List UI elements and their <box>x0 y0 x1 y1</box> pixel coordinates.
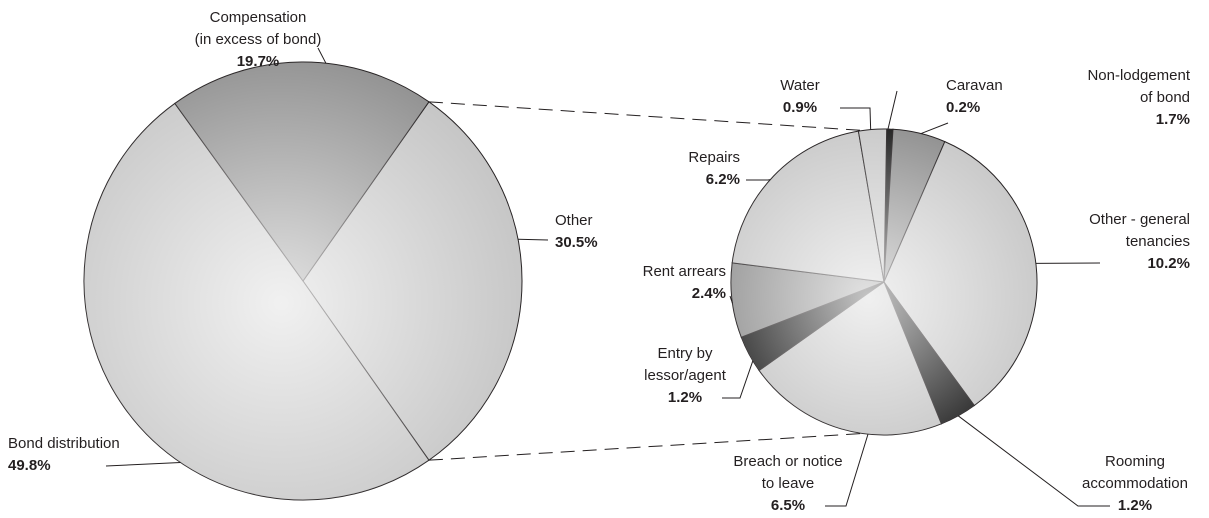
slice-label: Caravan <box>946 77 1003 94</box>
pie-slice <box>731 130 885 283</box>
slice-value: 1.2% <box>668 389 702 406</box>
leader-line <box>517 238 549 241</box>
leader-line <box>920 122 949 135</box>
label-line: (in excess of bond) <box>195 31 322 48</box>
label-line: of bond <box>1140 89 1190 106</box>
connector-line <box>428 101 863 131</box>
leader-line <box>887 90 898 130</box>
slice-value: 1.2% <box>1118 497 1152 514</box>
label-line: Other <box>555 212 593 229</box>
label-line: Bond distribution <box>8 435 120 452</box>
label-line: Breach or notice <box>733 453 842 470</box>
label-line: Non-lodgement <box>1087 67 1190 84</box>
label-line: Rent arrears <box>643 263 726 280</box>
slice-label: Non-lodgement of bond <box>1087 67 1190 106</box>
slice-label: Other - general tenancies <box>1089 211 1190 250</box>
slice-label: Compensation (in excess of bond) <box>195 9 322 48</box>
label-line: Caravan <box>946 77 1003 94</box>
slice-label: Other <box>555 212 593 229</box>
slice-value: 49.8% <box>8 457 51 474</box>
label-line: Compensation <box>210 9 307 26</box>
slice-label: Breach or notice to leave <box>733 453 842 492</box>
slice-value: 10.2% <box>1147 255 1190 272</box>
label-line: Repairs <box>688 149 740 166</box>
label-line: Other - general <box>1089 211 1190 228</box>
label-line: Water <box>780 77 819 94</box>
label-line: Rooming <box>1105 453 1165 470</box>
slice-value: 6.5% <box>771 497 805 514</box>
label-line: accommodation <box>1082 475 1188 492</box>
leader-line <box>840 107 872 130</box>
slice-label: Entry by lessor/agent <box>644 345 727 384</box>
slice-label: Rooming accommodation <box>1082 453 1188 492</box>
leader-line <box>957 415 1110 507</box>
slice-value: 1.7% <box>1156 111 1190 128</box>
leader-line <box>729 295 733 304</box>
slice-value: 0.9% <box>783 99 817 116</box>
slice-value: 30.5% <box>555 234 598 251</box>
slice-label: Bond distribution <box>8 435 120 452</box>
slice-label: Water <box>780 77 819 94</box>
leader-line <box>722 360 754 399</box>
slice-value: 0.2% <box>946 99 980 116</box>
label-line: tenancies <box>1126 233 1190 250</box>
slice-value: 6.2% <box>706 171 740 188</box>
slice-value: 2.4% <box>692 285 726 302</box>
slice-value: 19.7% <box>237 53 280 70</box>
slice-label: Repairs <box>688 149 740 166</box>
leader-line <box>105 462 181 467</box>
label-line: to leave <box>762 475 815 492</box>
leader-line <box>317 47 327 64</box>
label-line: lessor/agent <box>644 367 727 384</box>
label-line: Entry by <box>657 345 713 362</box>
slice-label: Rent arrears <box>643 263 726 280</box>
connector-line <box>428 433 863 461</box>
leader-line <box>825 434 869 507</box>
